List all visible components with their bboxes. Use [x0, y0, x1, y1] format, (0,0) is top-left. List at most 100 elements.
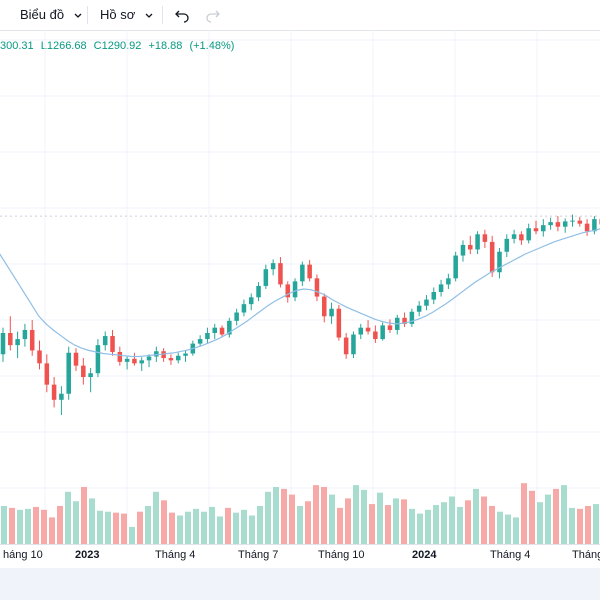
volume-bar	[281, 488, 287, 544]
candle	[468, 235, 473, 255]
chart-menu-button[interactable]: Biểu đồ	[20, 0, 82, 30]
volume-bar	[369, 504, 375, 544]
volume-bar	[393, 498, 399, 544]
candle	[66, 346, 71, 400]
candle	[256, 282, 261, 302]
chart-grid	[0, 30, 600, 544]
candle	[0, 327, 6, 362]
candle-body	[541, 225, 546, 232]
candle	[475, 231, 480, 255]
volume-bars	[1, 483, 599, 544]
undo-icon[interactable]	[174, 7, 190, 23]
volume-bar	[481, 496, 487, 544]
volume-bar	[577, 508, 583, 544]
candle	[380, 322, 385, 341]
candle	[139, 357, 144, 371]
toolbar: Biểu đồ Hồ sơ	[0, 0, 600, 31]
candle	[110, 329, 115, 356]
candle-body	[292, 281, 298, 298]
candle-body	[431, 292, 437, 300]
candle	[504, 234, 510, 258]
volume-bar	[209, 506, 215, 544]
candle	[146, 354, 152, 368]
candle	[519, 231, 524, 245]
price-chart[interactable]: háng 10 2023 Tháng 4 Tháng 7 Tháng 10 2024 Thá…	[0, 30, 600, 568]
x-tick-label: Tháng	[572, 549, 600, 561]
volume-bar	[425, 509, 431, 544]
candle-body	[373, 331, 378, 340]
candle-body	[562, 221, 568, 227]
chevron-down-icon	[74, 13, 82, 18]
toolbar-divider	[87, 6, 88, 24]
candle	[387, 319, 393, 333]
candle	[175, 352, 181, 364]
candle-body	[592, 219, 597, 232]
candle	[555, 216, 561, 232]
volume-bar	[545, 494, 551, 544]
candle	[292, 278, 298, 302]
volume-bar	[377, 492, 383, 544]
candle-body	[570, 220, 575, 222]
candle-body	[248, 297, 254, 305]
volume-bar	[385, 505, 391, 544]
candle-body	[0, 333, 6, 355]
candle-body	[212, 327, 217, 333]
profile-menu-button[interactable]: Hồ sơ	[100, 0, 153, 30]
volume-bar	[9, 507, 15, 544]
candle-body	[66, 352, 71, 394]
candle-body	[533, 228, 539, 232]
candle	[533, 220, 539, 235]
candle-body	[351, 334, 356, 355]
volume-bar	[273, 487, 279, 544]
candle-body	[402, 317, 407, 324]
candle	[321, 293, 327, 323]
candle	[446, 273, 451, 289]
x-tick-label: Tháng 7	[238, 549, 278, 561]
candle-body	[110, 336, 115, 352]
candle	[395, 314, 400, 335]
volume-bar	[465, 500, 471, 544]
volume-bar	[113, 512, 119, 544]
candle-body	[416, 305, 422, 312]
candle	[29, 320, 35, 356]
candle	[183, 350, 188, 362]
candle-body	[329, 308, 334, 317]
redo-icon[interactable]	[205, 7, 221, 23]
candle-body	[482, 234, 488, 242]
change-value: +18.88	[148, 40, 183, 52]
candle	[88, 367, 93, 393]
candle-body	[343, 337, 349, 355]
candle	[219, 325, 225, 338]
chevron-down-icon	[145, 13, 153, 18]
volume-bar	[361, 489, 367, 544]
volume-bar	[89, 498, 95, 544]
volume-bar	[49, 517, 55, 544]
candle	[416, 301, 422, 317]
candle-body	[263, 269, 269, 286]
candle	[592, 216, 597, 235]
candle-body	[29, 329, 35, 351]
volume-bar	[329, 494, 335, 544]
volume-bar	[337, 507, 343, 544]
volume-bar	[457, 506, 463, 544]
bottom-bar	[0, 568, 600, 600]
candle	[548, 217, 553, 230]
candle-body	[22, 329, 28, 340]
candle	[22, 323, 28, 347]
volume-bar	[561, 485, 567, 544]
candle-body	[387, 325, 393, 330]
volume-bar	[345, 498, 351, 544]
candle-body	[511, 234, 517, 239]
candle-body	[37, 350, 42, 364]
candle-body	[73, 352, 79, 366]
candle	[526, 223, 531, 244]
ohlc-legend: 300.31 L1266.68 C1290.92 +18.88 (+1.48%)	[0, 38, 238, 54]
candle	[278, 257, 283, 288]
candle	[329, 302, 334, 324]
candlesticks	[0, 214, 600, 415]
volume-bar	[321, 487, 327, 544]
candle	[424, 295, 429, 311]
high-value: 300.31	[0, 40, 34, 52]
candle	[59, 386, 64, 415]
candle-body	[453, 255, 458, 279]
